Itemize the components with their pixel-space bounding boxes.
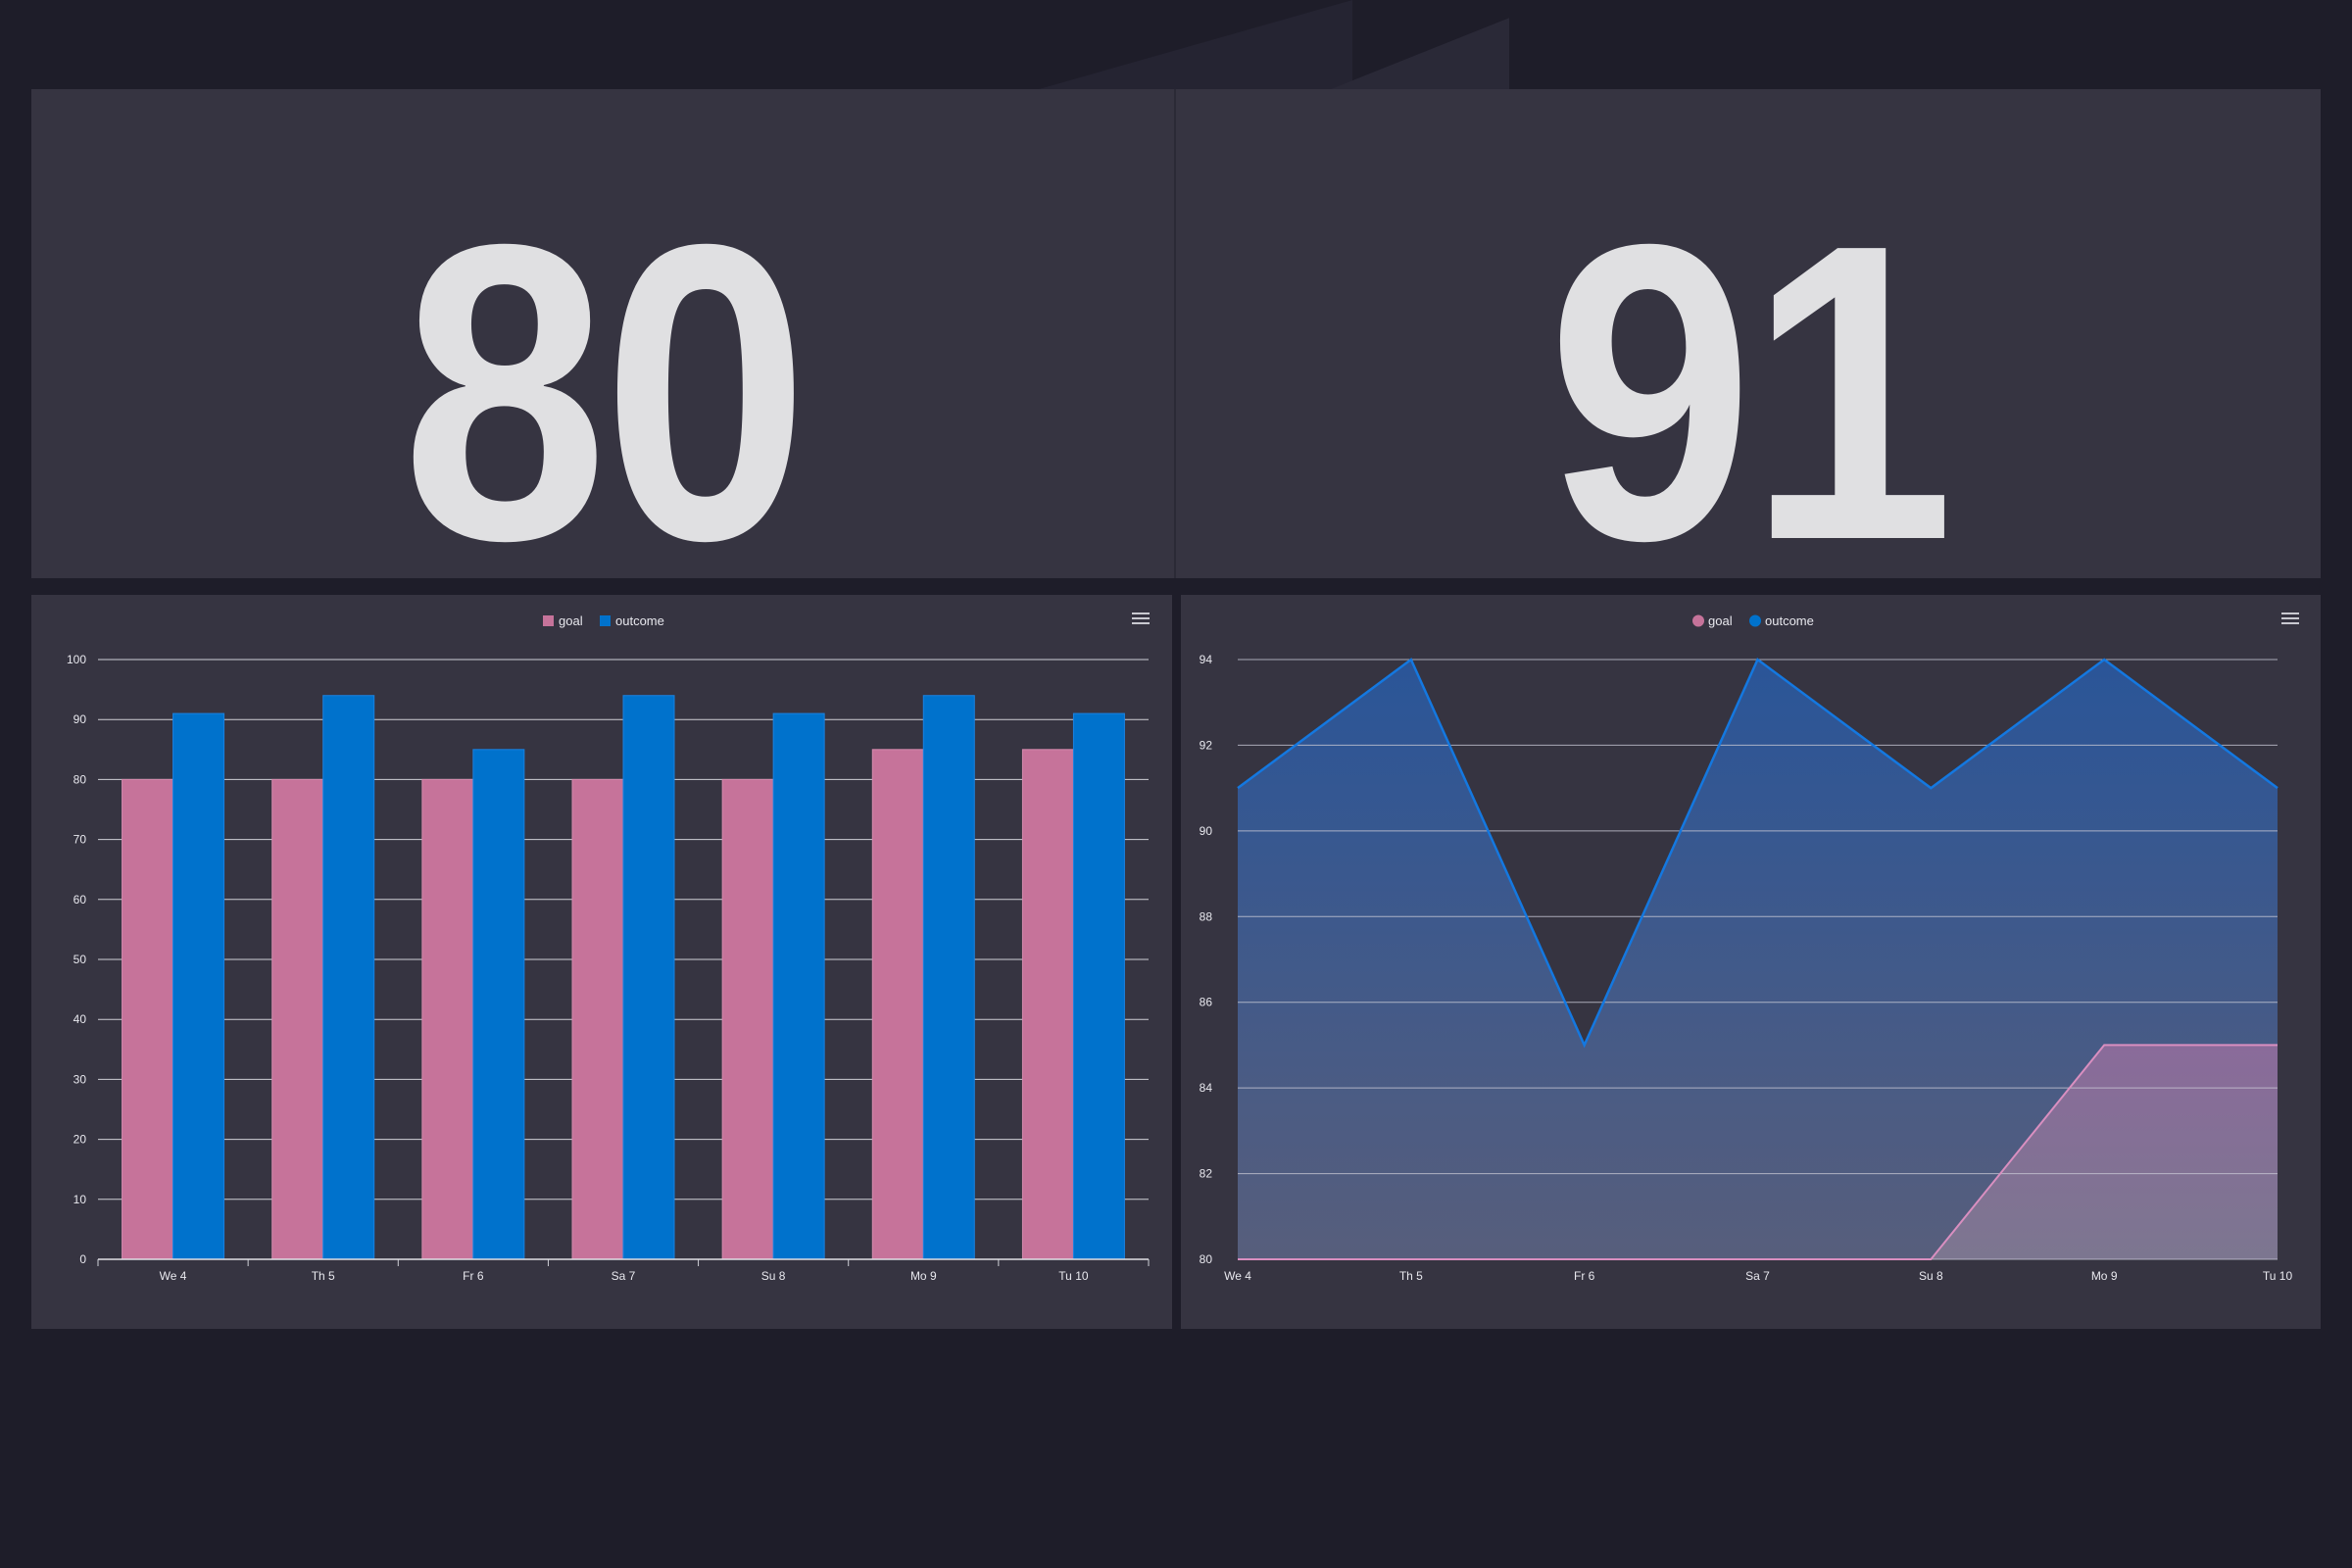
y-tick-label: 0	[79, 1252, 86, 1266]
bar-outcome	[1072, 712, 1125, 1260]
legend-label-outcome: outcome	[1765, 613, 1814, 628]
x-tick-label: We 4	[1224, 1269, 1251, 1283]
area-chart-panel: 80 82 84 86 88 90 92 94 We 4 Th 5 Fr 6 Sa 7 Su 8 Mo 9…	[1181, 595, 2321, 1329]
y-tick-label: 88	[1200, 909, 1213, 923]
y-tick-label: 90	[74, 712, 87, 726]
hamburger-menu-icon[interactable]	[1132, 612, 1150, 626]
x-tick-label: Su 8	[1919, 1269, 1943, 1283]
legend-marker-outcome	[1749, 614, 1761, 627]
y-tick-label: 20	[74, 1133, 87, 1147]
bar-outcome	[922, 695, 975, 1260]
line-outcome	[1237, 658, 2278, 1049]
x-tick-label: Tu 10	[2263, 1269, 2293, 1283]
bar-outcome	[322, 695, 375, 1260]
legend-label-goal: goal	[1708, 613, 1733, 628]
bar-chart-panel: 0 10 20 30 40 50 60 70 80 90 100 We 4 Th 5 Fr 6 Sa 7 Su…	[31, 595, 1172, 1329]
x-tick-label: Fr 6	[1574, 1269, 1595, 1283]
area-goal	[1238, 1045, 2278, 1259]
y-tick-label: 84	[1200, 1081, 1213, 1095]
bar-outcome	[172, 712, 225, 1260]
x-tick-label: Sa 7	[1745, 1269, 1770, 1283]
y-tick-label: 70	[74, 833, 87, 847]
bar-goal	[721, 778, 774, 1260]
outcome-kpi-panel: 91 outcome	[1176, 89, 2321, 653]
y-tick-label: 86	[1200, 996, 1213, 1009]
area-outcome	[1238, 660, 2278, 1259]
bar-goal	[1021, 749, 1074, 1260]
bar-goal	[421, 778, 474, 1260]
area-chart: 80 82 84 86 88 90 92 94 We 4 Th 5 Fr 6 Sa 7 Su 8 Mo 9…	[1200, 613, 2293, 1283]
background-shape	[1039, 0, 1352, 89]
legend-marker-goal	[1692, 614, 1704, 627]
legend-marker-outcome	[600, 615, 611, 626]
kpi-divider	[1174, 89, 1176, 578]
y-tick-label: 92	[1200, 738, 1213, 752]
bar-goal	[871, 749, 924, 1260]
x-tick-label: Mo 9	[910, 1269, 937, 1283]
y-tick-label: 50	[74, 953, 87, 966]
x-tick-label: Su 8	[761, 1269, 786, 1283]
x-tick-label: Sa 7	[612, 1269, 636, 1283]
x-tick-label: Th 5	[1399, 1269, 1423, 1283]
y-tick-label: 80	[1200, 1252, 1213, 1266]
y-tick-label: 90	[1200, 824, 1213, 838]
legend-marker-goal	[543, 615, 554, 626]
bar-goal	[271, 778, 324, 1260]
bar-goal	[571, 778, 624, 1260]
x-tick-label: Fr 6	[463, 1269, 484, 1283]
bar-outcome	[622, 695, 675, 1260]
line-goal	[1238, 1044, 2278, 1260]
x-tick-label: Mo 9	[2091, 1269, 2118, 1283]
legend-label-goal: goal	[559, 613, 583, 628]
y-tick-label: 100	[67, 653, 86, 666]
y-tick-label: 80	[74, 772, 87, 786]
x-tick-label: Tu 10	[1058, 1269, 1089, 1283]
goal-kpi-panel: 80 goal	[31, 89, 1174, 653]
y-tick-label: 10	[74, 1193, 87, 1206]
bar-chart: 0 10 20 30 40 50 60 70 80 90 100 We 4 Th 5 Fr 6 Sa 7 Su…	[67, 613, 1150, 1283]
bar-outcome	[472, 749, 525, 1260]
y-tick-label: 82	[1200, 1167, 1213, 1181]
y-tick-label: 60	[74, 893, 87, 906]
x-tick-label: Th 5	[312, 1269, 335, 1283]
outcome-kpi-value: 91	[1546, 158, 1955, 628]
legend-label-outcome: outcome	[615, 613, 664, 628]
y-tick-label: 30	[74, 1072, 87, 1086]
bar-outcome	[772, 712, 825, 1260]
y-tick-label: 94	[1200, 653, 1213, 666]
x-tick-label: We 4	[160, 1269, 187, 1283]
goal-kpi-value: 80	[401, 158, 809, 628]
bar-goal	[122, 778, 174, 1260]
hamburger-menu-icon[interactable]	[2281, 612, 2299, 626]
y-tick-label: 40	[74, 1012, 87, 1026]
